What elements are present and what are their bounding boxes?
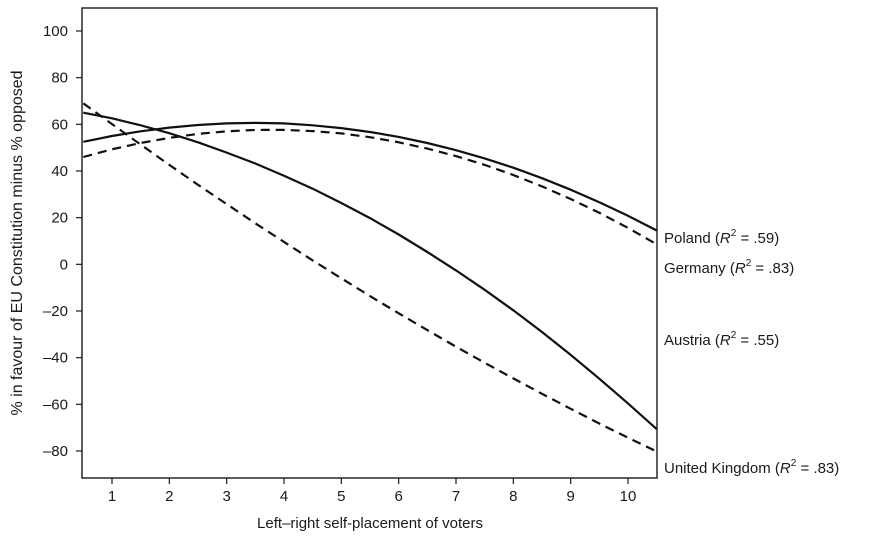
x-tick-label: 4 — [280, 488, 288, 505]
y-tick-label: –60 — [43, 396, 68, 413]
x-axis-label: Left–right self-placement of voters — [257, 515, 483, 532]
y-axis-label: % in favour of EU Constitution minus % o… — [9, 70, 26, 415]
series-line-germany — [83, 128, 657, 246]
series-label-austria: Austria (R2 = .55) — [664, 330, 779, 349]
x-tick-label: 3 — [222, 488, 230, 505]
series-label-germany: Germany (R2 = .83) — [664, 258, 794, 277]
series-line-austria — [83, 111, 657, 430]
series-label-poland: Poland (R2 = .59) — [664, 228, 779, 247]
series-labels: Poland (R2 = .59) Germany (R2 = .83) Austr… — [664, 228, 839, 477]
x-tick-label: 7 — [452, 488, 460, 505]
x-tick-label: 10 — [620, 488, 637, 505]
y-axis: 100 80 60 40 20 0 –20 –40 –60 –80 — [43, 23, 82, 460]
series-label-united-kingdom: United Kingdom (R2 = .83) — [664, 458, 839, 477]
y-tick-label: 20 — [51, 210, 68, 227]
plot-frame — [81, 7, 658, 479]
x-tick-label: 6 — [394, 488, 402, 505]
series-line-united-kingdom — [82, 102, 657, 453]
series-lines — [82, 102, 657, 453]
x-tick-label: 9 — [566, 488, 574, 505]
series-line-poland — [83, 121, 657, 232]
y-tick-label: 60 — [51, 116, 68, 133]
y-tick-label: 100 — [43, 23, 68, 40]
x-axis: 1 2 3 4 5 6 7 8 9 10 — [108, 478, 637, 505]
y-tick-label: 0 — [60, 256, 68, 273]
x-tick-label: 8 — [509, 488, 517, 505]
y-tick-label: –40 — [43, 350, 68, 367]
y-tick-label: –80 — [43, 443, 68, 460]
y-tick-label: –20 — [43, 303, 68, 320]
x-tick-label: 5 — [337, 488, 345, 505]
y-tick-label: 80 — [51, 70, 68, 87]
y-tick-label: 40 — [51, 163, 68, 180]
x-tick-label: 2 — [165, 488, 173, 505]
x-tick-label: 1 — [108, 488, 116, 505]
